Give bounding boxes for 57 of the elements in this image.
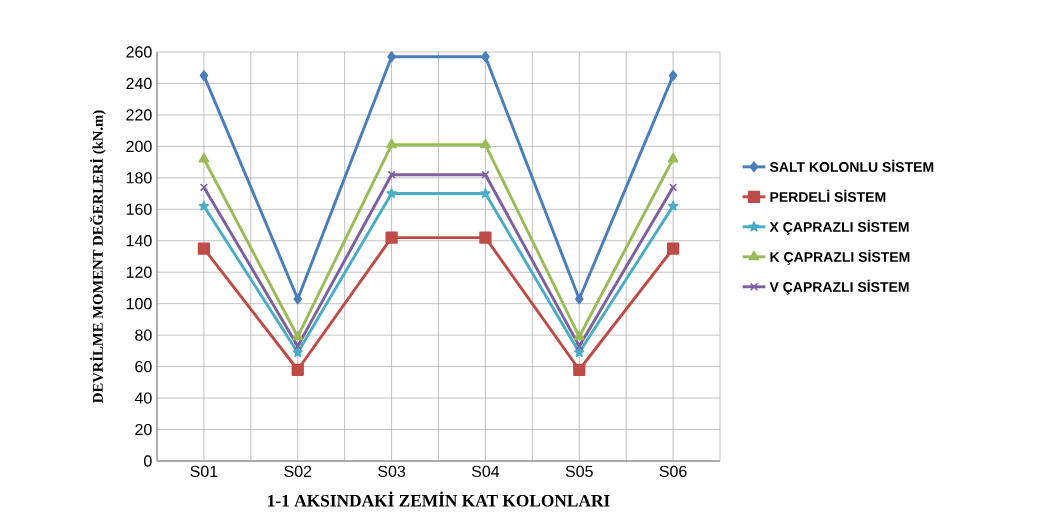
- point: [199, 70, 209, 82]
- y-tick-label: 260: [126, 46, 152, 58]
- point: [573, 363, 586, 376]
- point: [292, 330, 304, 341]
- legend-label: V ÇAPRAZLI SİSTEM: [769, 279, 909, 295]
- y-tick-label: 100: [126, 298, 152, 310]
- x-tick-label: S03: [378, 465, 406, 478]
- y-tick-label: 20: [135, 423, 152, 436]
- point: [198, 200, 210, 211]
- point: [386, 188, 397, 199]
- point: [575, 342, 584, 351]
- x-tick-label: S05: [565, 465, 593, 478]
- point: [574, 293, 584, 305]
- point: [197, 242, 211, 255]
- point: [667, 200, 679, 211]
- y-tick-label: 160: [126, 203, 152, 215]
- point: [480, 138, 491, 149]
- point: [668, 70, 678, 82]
- point: [385, 231, 398, 244]
- point: [199, 183, 209, 192]
- y-tick-label: 80: [135, 329, 152, 341]
- point: [198, 152, 210, 163]
- y-tick-label: 0: [144, 455, 152, 467]
- point: [480, 188, 491, 199]
- y-tick-label: 220: [126, 109, 152, 121]
- point: [293, 293, 303, 305]
- point: [479, 231, 492, 244]
- point: [293, 342, 302, 351]
- point: [668, 183, 678, 192]
- point: [667, 152, 679, 163]
- legend-label: K ÇAPRAZLI SİSTEM: [770, 249, 910, 265]
- point: [387, 170, 396, 179]
- point: [574, 346, 585, 358]
- point: [386, 138, 397, 149]
- y-tick-label: 140: [126, 235, 152, 247]
- y-tick-label: 200: [126, 140, 152, 153]
- x-tick-label: S06: [659, 465, 687, 478]
- y-tick-label: 60: [135, 360, 152, 373]
- point: [573, 330, 585, 341]
- legend-label: PERDELİ SİSTEM: [770, 189, 886, 202]
- point: [292, 346, 303, 358]
- y-tick-label: 40: [134, 392, 152, 404]
- legend-label: X ÇAPRAZLI SİSTEM: [769, 219, 909, 235]
- x-tick-label: S02: [284, 465, 312, 478]
- point: [666, 242, 680, 255]
- y-tick-label: 120: [126, 266, 152, 278]
- x-tick-label: S01: [190, 465, 218, 478]
- y-tick-label: 180: [126, 172, 152, 184]
- point: [291, 363, 304, 376]
- x-axis-title: 1-1 AKSINDAKİ ZEMİN KAT KOLONLARI: [268, 491, 610, 507]
- x-tick-label: S04: [471, 465, 500, 478]
- y-axis-title: DEVRİLME MOMENT DEĞERLERİ (kN.m): [89, 110, 106, 403]
- point: [481, 51, 490, 63]
- point: [387, 51, 396, 63]
- y-tick-label: 240: [126, 77, 152, 90]
- legend-label: SALT KOLONLU SİSTEM: [769, 159, 934, 172]
- point: [481, 170, 490, 179]
